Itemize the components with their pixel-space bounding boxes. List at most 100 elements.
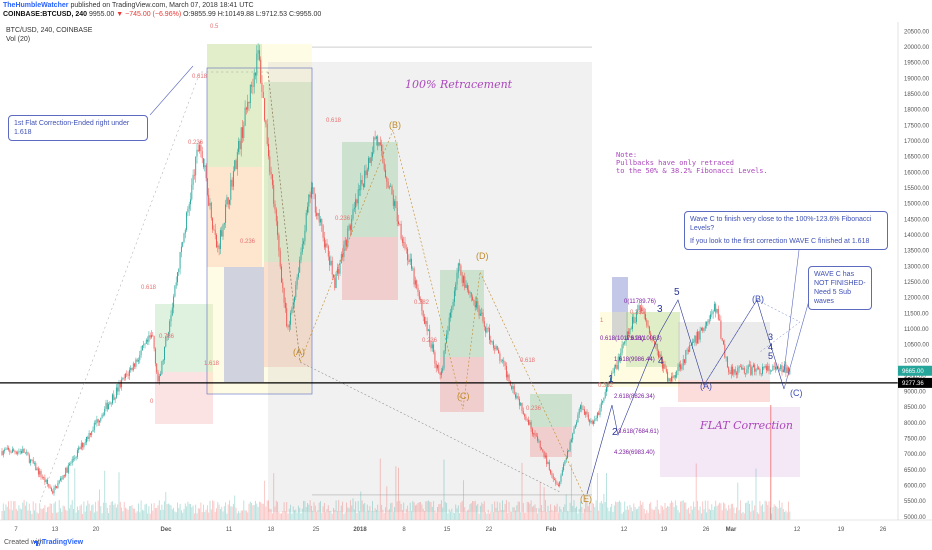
volume-bar — [136, 511, 138, 520]
candle-body — [478, 308, 480, 316]
volume-bar — [193, 513, 195, 520]
volume-bar — [352, 498, 354, 520]
candle-body — [642, 307, 644, 312]
volume-bar — [234, 495, 236, 520]
volume-bar — [308, 504, 310, 520]
volume-bar — [659, 513, 661, 520]
volume-bar — [739, 500, 741, 520]
candle-body — [589, 419, 591, 423]
volume-bar — [23, 500, 25, 520]
volume-bar — [30, 510, 32, 520]
last-price-tag-bg — [898, 365, 932, 376]
volume-bar — [225, 502, 227, 520]
volume-bar — [620, 502, 622, 520]
volume-bar — [674, 500, 676, 520]
volume-bar — [704, 500, 706, 520]
volume-bar — [19, 508, 21, 520]
volume-bar — [106, 507, 108, 520]
volume-bar — [284, 511, 286, 520]
candle-body — [431, 344, 433, 349]
candle-body — [359, 189, 360, 191]
retracement-label: 100% Retracement — [405, 78, 513, 91]
candle-body — [663, 364, 665, 369]
volume-bar — [695, 463, 697, 520]
fib-zone — [342, 237, 398, 300]
candle-body — [700, 327, 702, 331]
volume-bar — [394, 507, 396, 520]
volume-bar — [274, 506, 276, 520]
candle-body — [245, 107, 247, 110]
volume-bar — [322, 506, 324, 520]
volume-bar — [593, 503, 594, 520]
candle-body — [616, 364, 618, 369]
volume-bar — [214, 511, 216, 520]
candle-body — [759, 368, 761, 374]
volume-bar — [143, 510, 145, 520]
candle-body — [264, 98, 266, 121]
fib-level-label: 0.5 — [210, 24, 219, 30]
price-tick-label: 7000.00 — [904, 452, 926, 458]
volume-bar — [576, 506, 578, 520]
volume-bar — [464, 507, 466, 520]
volume-bar — [95, 501, 97, 520]
price-chart[interactable]: 100% Retracement FLAT Correction Note: Pull… — [0, 22, 932, 536]
candle-body — [743, 367, 745, 374]
volume-bar — [52, 512, 54, 520]
volume-bar — [266, 500, 268, 520]
candle-body — [135, 359, 137, 367]
volume-bar — [353, 509, 355, 520]
candle-body — [739, 366, 741, 368]
volume-bar — [242, 510, 243, 520]
candle-body — [231, 179, 233, 187]
candle-body — [265, 120, 267, 125]
volume-bar — [247, 512, 249, 520]
volume-bar — [556, 503, 558, 520]
author-link[interactable]: TheHumbleWatcher — [3, 2, 69, 9]
volume-bar — [286, 502, 288, 520]
volume-bar — [54, 501, 56, 520]
volume-bar — [62, 505, 64, 520]
volume-bar — [216, 508, 217, 520]
volume-bar — [238, 511, 240, 520]
candle-body — [492, 341, 494, 349]
volume-bar — [184, 503, 186, 520]
volume-bar — [395, 466, 397, 520]
candle-body — [334, 277, 336, 289]
volume-bar — [778, 500, 780, 520]
tradingview-brand[interactable]: TradingView — [42, 539, 84, 546]
volume-bar — [700, 513, 702, 520]
volume-bar — [343, 513, 345, 520]
price-tick-label: 16000.00 — [904, 170, 930, 176]
volume-bar — [314, 505, 316, 520]
chart-canvas[interactable]: 100% Retracement FLAT Correction Note:Pull… — [0, 22, 932, 536]
candle-body — [282, 282, 284, 288]
candle-body — [300, 252, 302, 261]
candle-body — [30, 459, 32, 463]
candle-body — [555, 479, 557, 484]
candle-body — [573, 428, 575, 434]
candle-body — [453, 290, 455, 303]
volume-bar — [84, 511, 86, 520]
volume-bar — [713, 506, 715, 520]
candle-body — [426, 321, 428, 331]
volume-bar — [226, 513, 228, 520]
volume-bar — [386, 486, 388, 520]
candle-body — [369, 157, 371, 163]
candle-body — [470, 292, 472, 297]
volume-bar — [5, 504, 7, 520]
volume-bar — [642, 502, 644, 520]
volume-bar — [499, 502, 501, 520]
volume-bar — [710, 510, 711, 520]
volume-bar — [421, 504, 423, 520]
volume-bar — [160, 509, 162, 520]
volume-bar — [747, 500, 749, 520]
candle-body — [331, 260, 333, 275]
candle-body — [638, 305, 640, 310]
volume-bar — [63, 506, 65, 520]
volume-bar — [203, 504, 204, 520]
candle-body — [87, 436, 89, 439]
volume-bar — [89, 510, 91, 520]
candle-body — [110, 402, 112, 404]
volume-bar — [398, 467, 399, 520]
volume-bar — [192, 505, 194, 520]
